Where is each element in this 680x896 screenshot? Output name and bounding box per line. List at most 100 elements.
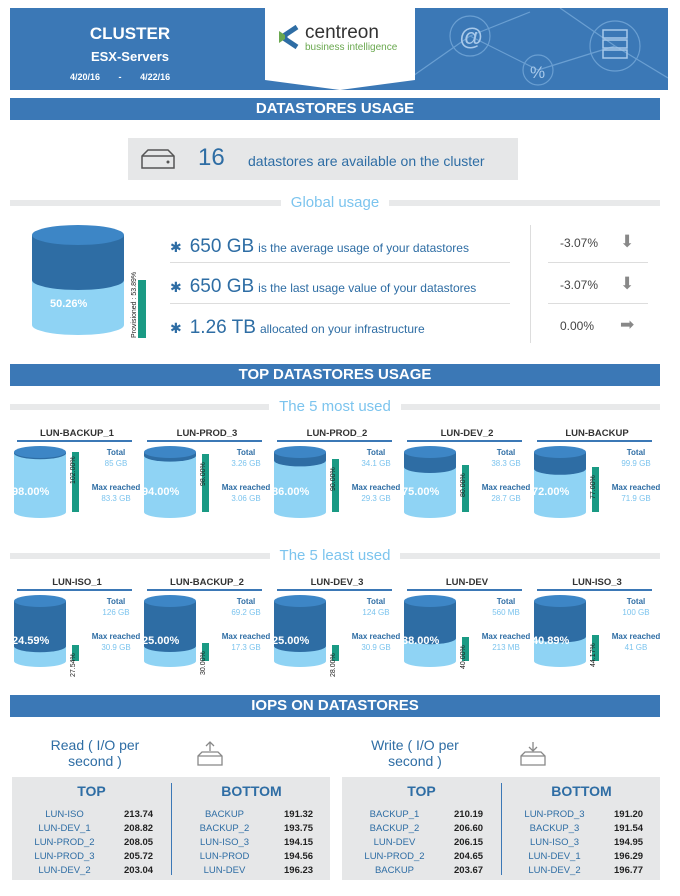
max-reached-value: 17.3 GB — [231, 643, 261, 652]
date-separator: - — [118, 72, 122, 82]
max-reached-label: Max reached — [351, 632, 401, 641]
max-reached-label: Max reached — [611, 632, 661, 641]
arrow-right-icon: ➡ — [620, 315, 635, 334]
global-allocated-bar — [138, 280, 146, 338]
section-datastores-usage: DATASTORES USAGE — [10, 98, 660, 120]
divider — [170, 303, 510, 304]
datastore-name: LUN-PROD_2 — [34, 837, 95, 848]
global-allocated-label: Provisioned : 53.89% — [131, 271, 138, 338]
header-info: CLUSTER ESX-Servers 4/20/16 - 4/22/16 — [10, 8, 250, 90]
datastore-card: LUN-ISO_1 24.59% 27.54% Total 126 GB Max reac… — [12, 577, 142, 677]
write-title-line-1: Write ( I/O per — [371, 737, 459, 753]
table-row: LUN-DEV_2 196.77 — [502, 865, 661, 879]
last-value: 650 GB — [189, 276, 255, 297]
datastore-allocated-bar — [592, 635, 599, 661]
datastore-allocated-label: 44.17% — [590, 643, 597, 668]
total-label: Total — [106, 597, 126, 606]
max-reached-value: 29.3 GB — [361, 494, 391, 503]
datastore-card: LUN-BACKUP_2 25.00% 30.00% Total 69.2 GB Max … — [142, 577, 272, 675]
read-iops-title: Read ( I/O per second ) — [30, 737, 160, 769]
iops-value: 191.54 — [614, 823, 644, 834]
total-value: 3.26 GB — [231, 459, 261, 468]
table-row: LUN-PROD_2 208.05 — [12, 837, 171, 851]
max-reached-value: 71.9 GB — [621, 494, 651, 503]
read-top-header: TOP — [77, 783, 106, 799]
datastore-name: LUN-PROD_3 — [176, 428, 238, 439]
datastore-cylinder — [534, 446, 586, 518]
iops-value: 205.72 — [124, 851, 154, 862]
datastore-cylinder — [404, 595, 456, 667]
datastore-card: LUN-BACKUP_1 98.00% 102.00% Total 85 GB Max r… — [12, 428, 142, 523]
datastore-name: LUN-BACKUP — [565, 428, 629, 439]
iops-value: 196.77 — [614, 865, 644, 876]
datastore-name: LUN-ISO_3 — [529, 837, 580, 848]
datastore-name-underline — [277, 440, 392, 442]
iops-value: 193.75 — [284, 823, 314, 834]
total-label: Total — [496, 597, 516, 606]
iops-value: 194.56 — [284, 851, 314, 862]
header-network-decoration-icon: @ % — [410, 8, 668, 86]
iops-value: 191.20 — [614, 809, 644, 820]
iops-value: 194.15 — [284, 837, 314, 848]
max-reached-value: 28.7 GB — [491, 494, 521, 503]
table-row: BACKUP_2 193.75 — [172, 823, 331, 837]
datastore-usage-pct: 94.00% — [142, 486, 180, 498]
datastore-card: LUN-ISO_3 40.89% 44.17% Total 100 GB Max reac… — [532, 577, 662, 672]
datastore-name: LUN-ISO_3 — [572, 577, 622, 588]
max-reached-value: 213 MB — [492, 643, 520, 652]
datastore-name: LUN-PROD_2 — [364, 851, 425, 862]
section-iops: IOPS ON DATASTORES — [10, 695, 660, 717]
write-iops-title: Write ( I/O per second ) — [350, 737, 480, 769]
centreon-logo-icon — [279, 24, 299, 50]
datastore-name: LUN-DEV — [445, 577, 489, 588]
datastore-name: LUN-DEV_1 — [528, 851, 581, 862]
table-row: BACKUP 191.32 — [172, 809, 331, 823]
datastore-cylinder — [274, 446, 326, 518]
datastore-allocated-bar — [72, 644, 79, 661]
last-text: is the last usage value of your datastor… — [258, 281, 477, 295]
allocated-text: allocated on your infrastructure — [259, 322, 425, 336]
table-row: LUN-DEV 206.15 — [342, 837, 501, 851]
datastore-name-underline — [17, 440, 132, 442]
datastore-name-underline — [537, 589, 652, 591]
arrow-down-icon: ⬇ — [620, 274, 635, 293]
datastore-allocated-bar — [202, 454, 209, 512]
iops-value: 206.60 — [454, 823, 484, 834]
vertical-divider — [530, 225, 531, 343]
table-row: BACKUP_2 206.60 — [342, 823, 501, 837]
datastore-allocated-label: 77.00% — [590, 474, 597, 499]
arrow-down-icon: ⬇ — [620, 232, 635, 251]
bullet-icon: ✱ — [170, 279, 182, 295]
datastore-name: LUN-PROD — [199, 851, 250, 862]
read-title-line-2: second ) — [68, 753, 122, 769]
datastore-usage-pct: 24.59% — [12, 635, 50, 647]
iops-value: 204.65 — [454, 851, 484, 862]
max-reached-value: 3.06 GB — [231, 494, 261, 503]
datastore-allocated-bar — [332, 644, 339, 661]
datastore-allocated-label: 80.00% — [460, 473, 467, 497]
datastore-name: LUN-DEV_1 — [38, 823, 91, 834]
total-value: 100 GB — [622, 608, 650, 617]
logo-name: centreon — [305, 22, 379, 43]
svg-text:%: % — [530, 63, 545, 82]
total-label: Total — [366, 597, 386, 606]
table-divider — [501, 783, 502, 875]
datastore-name: LUN-DEV_3 — [310, 577, 364, 588]
datastore-usage-pct: 86.00% — [272, 486, 310, 498]
max-reached-value: 30.9 GB — [101, 643, 131, 652]
datastore-name-underline — [147, 440, 262, 442]
datastore-allocated-label: 30.00% — [200, 651, 207, 676]
table-row: LUN-PROD_2 204.65 — [342, 851, 501, 865]
divider — [548, 303, 648, 304]
datastore-allocated-label: 102.00% — [70, 456, 77, 484]
datastore-name: LUN-DEV_2 — [528, 865, 581, 876]
datastore-usage-pct: 72.00% — [532, 486, 570, 498]
max-reached-label: Max reached — [351, 483, 401, 492]
iops-value: 203.04 — [124, 865, 154, 876]
datastore-name-underline — [407, 589, 522, 591]
datastore-name: LUN-PROD_2 — [306, 428, 368, 439]
global-usage-pct: 50.26% — [50, 298, 88, 310]
datastore-name: LUN-ISO_1 — [52, 577, 102, 588]
global-usage-cylinder — [32, 225, 124, 335]
datastore-name-underline — [407, 440, 522, 442]
